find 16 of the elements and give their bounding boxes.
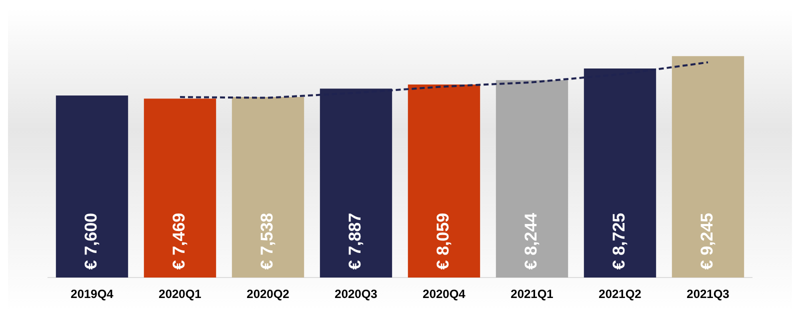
data-label: € 9,245	[698, 212, 717, 270]
x-tick-label: 2021Q1	[510, 287, 554, 302]
x-tick-label: 2021Q2	[598, 287, 642, 302]
x-tick-label: 2020Q1	[158, 287, 202, 302]
data-label: € 8,725	[610, 212, 629, 270]
x-tick-label: 2020Q2	[246, 287, 290, 302]
x-tick-label: 2021Q3	[686, 287, 730, 302]
data-label: € 7,469	[170, 212, 189, 270]
data-label: € 7,887	[346, 212, 365, 270]
x-tick-label: 2020Q3	[334, 287, 378, 302]
x-tick-label: 2020Q4	[422, 287, 466, 302]
data-label: € 8,059	[434, 212, 453, 270]
data-label: € 7,600	[82, 212, 101, 270]
data-label: € 8,244	[522, 212, 541, 270]
data-label: € 7,538	[258, 212, 277, 270]
x-tick-label: 2019Q4	[70, 287, 114, 302]
